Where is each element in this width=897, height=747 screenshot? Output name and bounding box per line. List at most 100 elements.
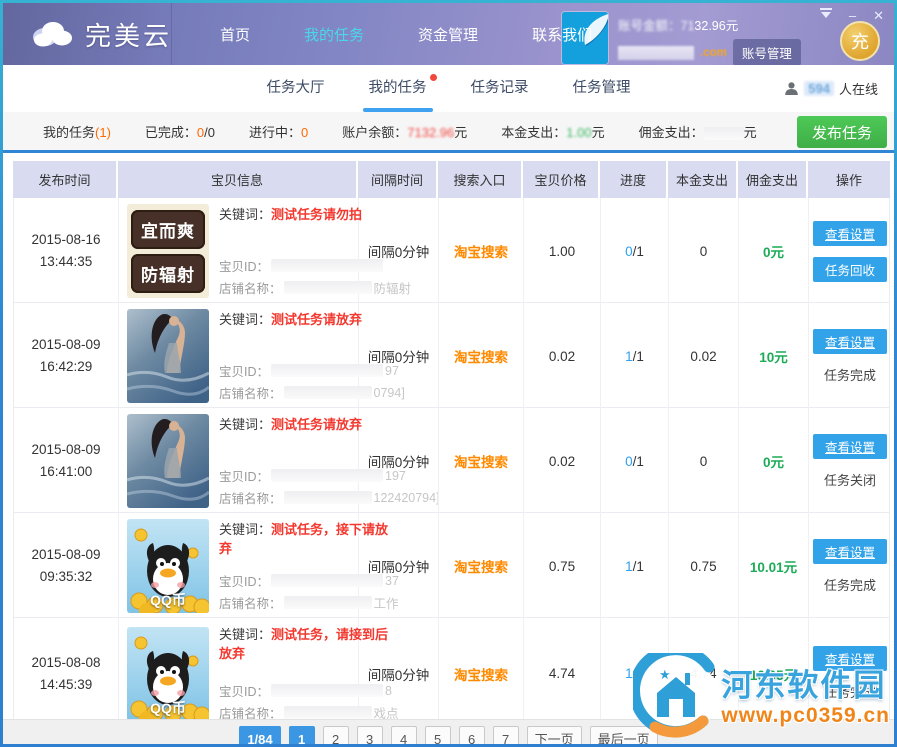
close-icon[interactable]: ✕ [873,7,884,23]
shop-label: 店铺名称： [219,597,282,611]
view-settings-button[interactable]: 查看设置 [813,646,887,671]
publish-task-button[interactable]: 发布任务 [796,116,887,148]
progress-done: 1 [625,348,633,364]
item-thumbnail: QQ币 [127,626,209,721]
cell-interval: 间隔0分钟 [359,618,439,729]
column-header: 发布时间 [13,161,118,198]
interval-value: 间隔0分钟 [367,667,430,683]
footer: 1/84 1 2 3 4 5 6 7 下一页 最后一页 [3,719,894,744]
item-keyword: 关键词：测试任务，接下请放弃 [219,521,399,559]
watermark-logo-icon: ★ [629,644,719,744]
price-value: 0.75 [548,558,576,574]
item-thumbnail: QQ币 [127,519,209,613]
keyword-value: 测试任务请放弃 [271,417,363,432]
skin-menu-icon[interactable] [819,8,832,22]
cell-actions: 查看设置 任务关闭 [809,408,891,514]
column-header: 间隔时间 [358,161,438,198]
cell-progress: 0/1 [601,408,669,514]
id-label: 宝贝ID： [219,575,270,589]
id-redacted-block [271,574,384,587]
progress-total: /1 [632,243,644,259]
nav-item-联系我们[interactable]: 联系我们 [532,26,593,44]
shop-label: 店铺名称： [219,707,282,721]
interval-value: 间隔0分钟 [367,455,430,470]
nav-item-我的任务[interactable]: 我的任务 [304,26,365,44]
tab-任务大厅[interactable]: 任务大厅 [266,80,325,96]
cell-interval: 间隔0分钟 [359,303,439,409]
statsbar: 我的任务(1) 已完成：0/0 进行中：0 账户余额：7132.96元 本金支出… [3,112,894,153]
shop-tail: 防辐射 [373,282,412,296]
shop-redacted-block [283,596,372,609]
page-button-5[interactable]: 5 [424,726,451,744]
view-settings-button[interactable]: 查看设置 [813,538,887,564]
page-button-最后一页[interactable]: 最后一页 [589,726,658,744]
recharge-button[interactable]: 充 [840,21,880,61]
task-status-text: 任务完成 [823,367,876,383]
task-table: 发布时间 宝贝信息 间隔时间 搜索入口 宝贝价格 进度 本金支出 佣金支出 操作 2015-08… [13,161,890,730]
page-button-3[interactable]: 3 [356,726,383,744]
app-logo: 完美云 [3,16,172,53]
page-button-下一页[interactable]: 下一页 [526,726,582,744]
tab-任务管理[interactable]: 任务管理 [572,80,631,96]
tab-我的任务[interactable]: 我的任务 [361,65,437,112]
cell-commission: 10元 [739,303,809,409]
nav-item-首页[interactable]: 首页 [220,26,251,44]
tab-任务记录[interactable]: 任务记录 [470,80,529,96]
cell-search-entry: 淘宝搜索 [439,303,524,409]
nav-item-资金管理[interactable]: 资金管理 [418,26,479,44]
id-tail: 97 [385,363,399,378]
view-settings-button[interactable]: 查看设置 [813,220,887,246]
cell-publish-time: 2015-08-09 16:41:00 [14,408,119,514]
site-watermark: ★ 河东软件园 www.pc0359.cn [629,644,890,744]
keyword-value: 测试任务，接下请放弃 [219,522,389,556]
column-header: 本金支出 [668,161,738,198]
task-recall-button[interactable]: 任务回收 [813,256,887,282]
stat-my-tasks: 我的任务(1) [43,124,111,140]
cell-search-entry: 淘宝搜索 [439,513,524,619]
cell-commission: 0元 [739,408,809,514]
item-shop: 店铺名称： 防辐射 [219,278,411,297]
principal-value: 0.02 [690,348,717,364]
avatar[interactable] [562,12,608,64]
page-button-7[interactable]: 7 [492,726,519,744]
page-button-1[interactable]: 1 [288,726,315,744]
pagination: 1/84 1 2 3 4 5 6 7 下一页 最后一页 [3,726,894,744]
svg-text:★: ★ [659,667,671,682]
shop-label: 店铺名称： [219,387,282,401]
cell-search-entry: 淘宝搜索 [439,198,524,304]
entry-value: 淘宝搜索 [454,245,508,260]
task-status-text: 任务完成 [823,577,876,593]
cell-publish-time: 2015-08-09 09:35:32 [14,513,119,619]
cell-publish-time: 2015-08-09 16:42:29 [14,303,119,409]
cell-search-entry: 淘宝搜索 [439,408,524,514]
online-count: 594 [804,81,834,96]
page-button-6[interactable]: 6 [458,726,485,744]
shop-tail: 0794] [373,385,405,400]
shop-tail: 戏点 [373,707,399,721]
item-shop: 店铺名称： 122420794] [219,488,440,507]
progress-total: /1 [632,558,644,574]
item-keyword: 关键词：测试任务请勿拍 [219,206,411,225]
column-header: 进度 [600,161,668,198]
cell-actions: 查看设置 任务完成 [809,303,891,409]
shop-redacted-block [283,706,372,719]
page-button-4[interactable]: 4 [390,726,417,744]
shop-label: 店铺名称： [219,492,282,506]
page-button-1/84[interactable]: 1/84 [239,726,281,744]
view-settings-button[interactable]: 查看设置 [813,328,887,354]
person-icon [784,81,799,96]
id-label: 宝贝ID： [219,685,270,699]
cell-price: 1.00 [524,198,601,304]
price-value: 0.02 [548,348,576,364]
cell-item-info: QQ币 关键词：测试任务，请接到后放弃 宝贝ID： 8 店铺名称： 戏点 [119,618,399,729]
minimize-icon[interactable]: – [848,7,857,23]
commission-value: 0元 [762,455,784,470]
account-manage-button[interactable]: 账号管理 [732,39,801,66]
page-button-2[interactable]: 2 [322,726,349,744]
item-shop: 店铺名称： 工作 [219,593,399,612]
view-settings-button[interactable]: 查看设置 [813,433,887,459]
commission-value: 10.05元 [749,667,798,683]
price-value: 1.00 [548,243,576,259]
principal-value: 0 [699,453,708,469]
entry-value: 淘宝搜索 [454,560,508,575]
